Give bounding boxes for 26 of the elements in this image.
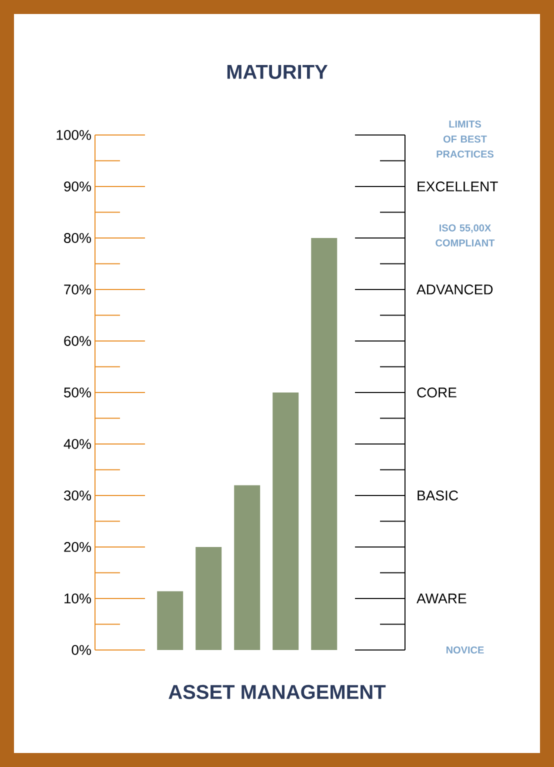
y-tick-label: 20% [64, 542, 91, 552]
text: LIMITS OF BEST PRACTICES [436, 120, 494, 158]
bar [311, 238, 338, 650]
x-axis-title: ASSET MANAGEMENT [168, 684, 386, 700]
text: ADVANCED [416, 284, 493, 294]
y-tick-label: 100% [56, 130, 91, 140]
text: ISO 55,00X COMPLIANT [436, 224, 495, 246]
chart-title: MATURITY [227, 65, 328, 79]
y-tick-label: 40% [64, 439, 91, 449]
text: CORE [417, 388, 456, 398]
bar [272, 392, 299, 650]
text: NOVICE [446, 646, 484, 654]
y-tick-label: 30% [64, 490, 91, 500]
y-tick-label: 70% [64, 284, 91, 294]
text: BASIC [418, 490, 458, 500]
y-tick-label: 90% [64, 182, 91, 192]
bar [234, 485, 260, 650]
y-tick-label: 80% [64, 233, 91, 243]
y-tick-label: 50% [64, 388, 91, 398]
y-tick-label: 0% [72, 645, 91, 655]
bar [196, 546, 222, 650]
y-tick-label: 60% [64, 336, 91, 346]
y-tick-label: 10% [64, 594, 91, 604]
text: EXCELLENT [418, 182, 498, 192]
text: AWARE [416, 594, 466, 604]
bar [157, 591, 184, 650]
